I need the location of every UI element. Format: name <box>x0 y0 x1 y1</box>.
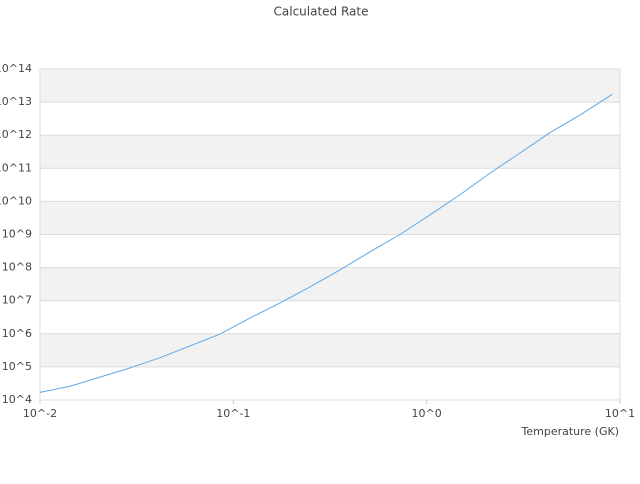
y-tick-label: 10^9 <box>2 228 32 241</box>
grid-band <box>40 333 620 367</box>
y-tick-label: 10^11 <box>0 161 32 174</box>
chart-title: Calculated Rate <box>274 5 369 19</box>
y-tick-label: 10^14 <box>0 62 32 75</box>
grid-band <box>40 267 620 301</box>
grid-band <box>40 69 620 103</box>
grid-band <box>40 201 620 235</box>
plot-border <box>39 68 621 401</box>
x-tick-label: 10^1 <box>605 407 635 420</box>
y-tick-label: 10^12 <box>0 128 32 141</box>
y-tick-label: 10^7 <box>2 294 32 307</box>
y-tick-label: 10^10 <box>0 194 32 207</box>
x-tick-label: 10^0 <box>412 407 442 420</box>
grid-band <box>40 135 620 169</box>
x-tick-label: 10^-2 <box>23 407 57 420</box>
x-tick-label: 10^-1 <box>216 407 250 420</box>
x-axis-label: Temperature (GK) <box>521 425 620 438</box>
y-tick-label: 10^5 <box>2 360 32 373</box>
y-tick-label: 10^8 <box>2 261 32 274</box>
data-line <box>39 94 613 393</box>
y-tick-label: 10^13 <box>0 95 32 108</box>
y-tick-label: 10^6 <box>2 327 32 340</box>
plot-background <box>40 69 620 367</box>
y-tick-label: 10^4 <box>2 393 32 406</box>
